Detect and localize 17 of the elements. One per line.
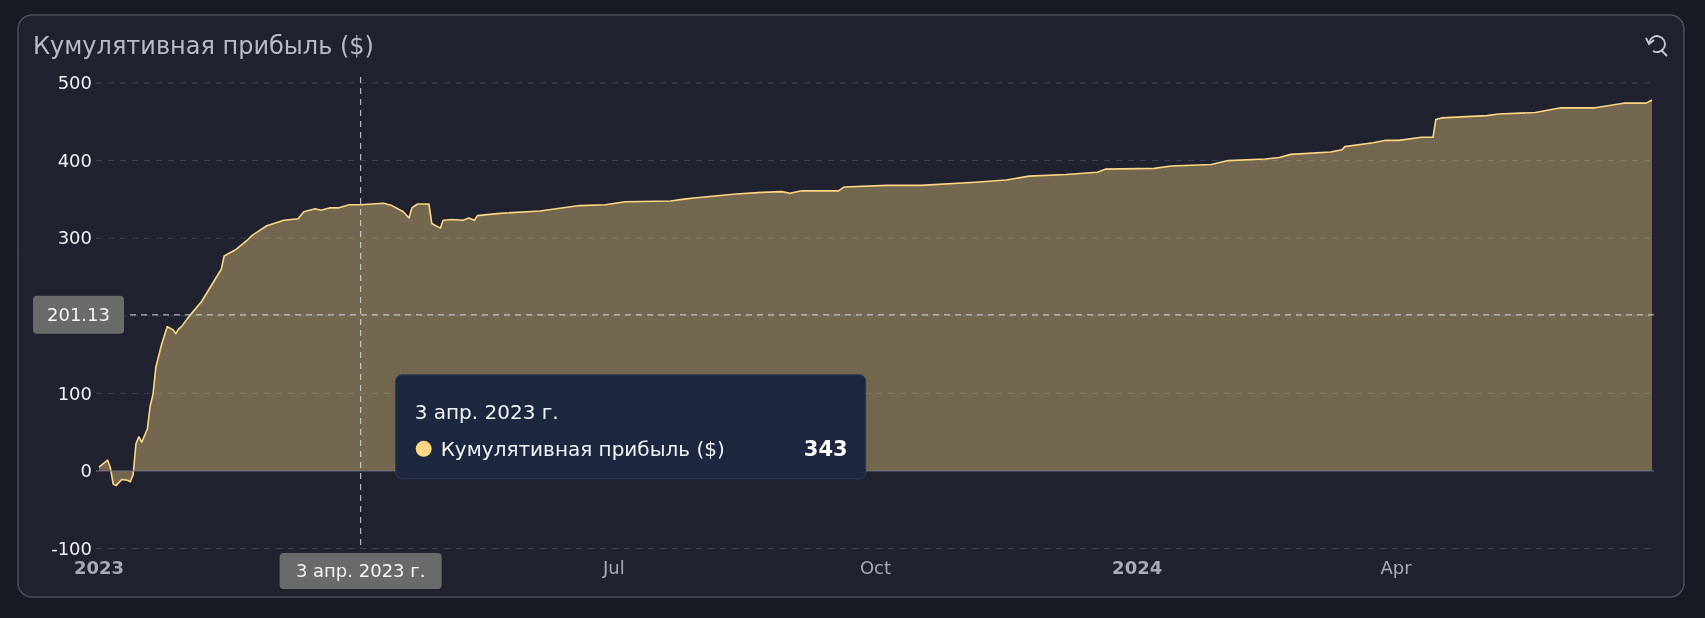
annotation: 343 bbox=[803, 437, 848, 462]
x-tick-label: Jul bbox=[601, 557, 625, 578]
annotation: 3 апр. 2023 г. bbox=[414, 399, 559, 424]
y-tick-label: 500 bbox=[57, 72, 92, 94]
ref-line-label: 201.13 bbox=[47, 304, 110, 326]
x-tick-label: 2023 bbox=[73, 557, 125, 578]
x-tick-label: Oct bbox=[859, 557, 892, 578]
legend-label: Кумулятивная прибыль ($) bbox=[440, 436, 725, 461]
x-tick-label: 2024 bbox=[1112, 557, 1163, 578]
y-tick-label: 300 bbox=[57, 227, 92, 249]
y-tick-label: 0 bbox=[80, 460, 92, 482]
ref-line-label: 3 апр. 2023 г. bbox=[295, 560, 426, 582]
y-tick-label: -100 bbox=[51, 537, 92, 559]
y-tick-label: 100 bbox=[57, 382, 92, 404]
chart-title: Кумулятивная прибыль ($) bbox=[33, 32, 374, 60]
x-tick-label: Apr bbox=[1380, 557, 1413, 578]
y-tick-label: 400 bbox=[57, 149, 92, 171]
